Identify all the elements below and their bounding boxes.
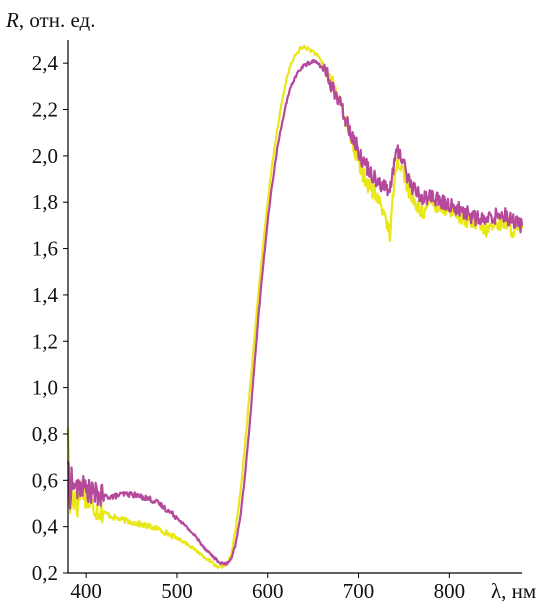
y-axis-label-units: , отн. ед. — [19, 8, 96, 32]
y-tick-label: 0,2 — [32, 561, 58, 585]
series-line-2 — [66, 58, 524, 566]
y-tick-label: 2,0 — [32, 144, 58, 168]
y-tick-label: 1,2 — [32, 329, 58, 353]
x-axis-label: λ, нм — [491, 579, 536, 603]
y-axis-label: R, отн. ед. — [5, 8, 95, 32]
axes: 0,2 0,4 0,6 0,8 1,0 1,2 1,4 1,6 1,8 2,0 2,2 2,4 400 5… — [32, 40, 522, 603]
y-tick-label: 0,8 — [32, 422, 58, 446]
y-axis-label-symbol: R — [5, 8, 19, 32]
y-tick-label: 1,4 — [32, 283, 59, 307]
y-tick-label: 2,4 — [32, 51, 59, 75]
plot-area — [66, 44, 524, 570]
x-tick-label: 400 — [70, 579, 102, 603]
x-tick-label: 800 — [434, 579, 466, 603]
y-tick-label: 0,4 — [32, 515, 59, 539]
x-tick-label: 500 — [161, 579, 193, 603]
y-tick-label: 1,0 — [32, 376, 58, 400]
x-tick-label: 600 — [252, 579, 284, 603]
x-tick-label: 700 — [343, 579, 375, 603]
y-tick-label: 1,6 — [32, 237, 58, 261]
y-tick-label: 2,2 — [32, 98, 58, 122]
y-tick-label: 0,6 — [32, 468, 58, 492]
series-line-1 — [66, 44, 524, 570]
y-tick-label: 1,8 — [32, 190, 58, 214]
